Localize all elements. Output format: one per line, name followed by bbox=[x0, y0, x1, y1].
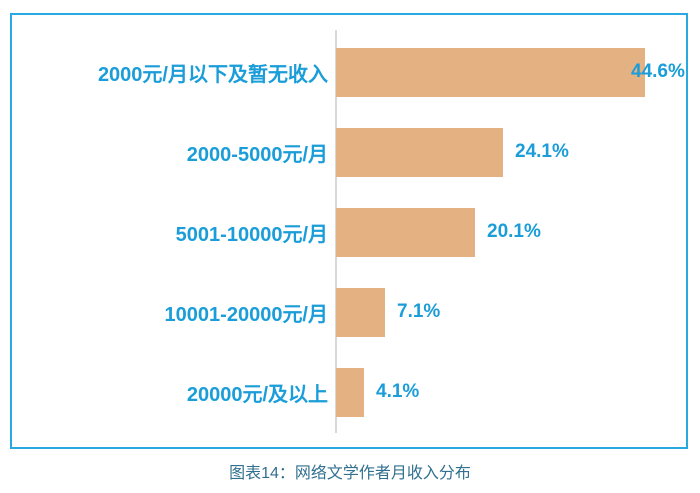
value-label: 4.1% bbox=[376, 381, 420, 402]
bar bbox=[336, 287, 385, 337]
value-label: 20.1% bbox=[487, 221, 541, 242]
bar-row: 2000-5000元/月 24.1% bbox=[0, 112, 700, 192]
bar-row: 20000元/及以上 4.1% bbox=[0, 352, 700, 432]
category-label: 5001-10000元/月 bbox=[175, 223, 328, 246]
bar bbox=[336, 367, 364, 417]
category-label: 10001-20000元/月 bbox=[164, 303, 328, 326]
value-label: 44.6% bbox=[631, 61, 685, 82]
bar-row: 10001-20000元/月 7.1% bbox=[0, 272, 700, 352]
bar bbox=[336, 207, 475, 257]
bar-rows: 2000元/月以下及暂无收入 44.6% 2000-5000元/月 24.1% 5001… bbox=[0, 32, 700, 432]
bar-row: 2000元/月以下及暂无收入 44.6% bbox=[0, 32, 700, 112]
category-label: 2000-5000元/月 bbox=[186, 143, 328, 166]
value-label: 24.1% bbox=[515, 141, 569, 162]
category-label: 2000元/月以下及暂无收入 bbox=[97, 63, 328, 86]
value-label: 7.1% bbox=[397, 301, 441, 322]
bar-row: 5001-10000元/月 20.1% bbox=[0, 192, 700, 272]
chart-caption: 图表14：网络文学作者月收入分布 bbox=[229, 465, 471, 482]
category-label: 20000元/及以上 bbox=[186, 383, 328, 406]
bar bbox=[336, 47, 645, 97]
bar bbox=[336, 127, 503, 177]
